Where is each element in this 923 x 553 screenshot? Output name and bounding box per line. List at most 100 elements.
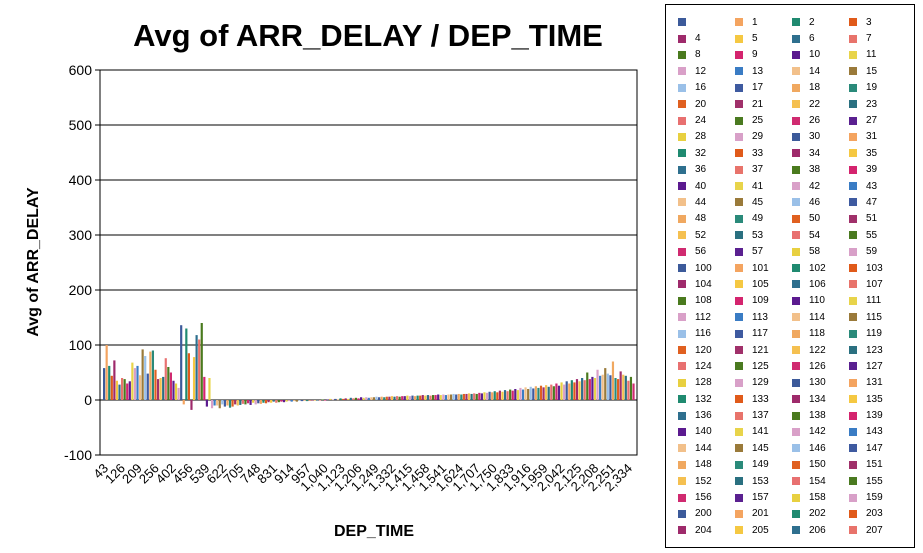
legend-label: 43 [866,180,878,192]
legend-item: 135 [849,391,906,407]
bar [388,396,391,400]
bar [413,396,417,400]
legend-label: 132 [695,393,712,405]
legend-item: 121 [735,342,792,358]
y-tick-label: 0 [84,392,92,408]
legend-label: 204 [695,524,712,536]
bar [318,400,322,401]
bar [306,400,309,402]
bar [563,384,566,400]
legend-swatch [849,378,857,387]
legend-swatch [735,460,743,469]
legend-swatch [849,247,857,256]
legend-swatch [678,182,686,191]
bar [244,400,247,405]
bar [236,400,239,406]
bar [380,396,383,400]
legend-label: 153 [752,475,769,487]
bar [509,389,512,400]
legend-item: 3 [849,14,906,30]
bar [228,400,232,408]
legend-swatch [735,18,743,27]
legend-label: 33 [752,147,764,159]
legend-item: 48 [678,211,735,227]
bar [524,387,527,400]
legend-label: 152 [695,475,712,487]
legend-item: 18 [792,80,849,96]
legend-item: 124 [678,358,735,374]
legend-label: 24 [695,115,707,127]
legend-item: 142 [792,424,849,440]
bar [272,400,275,402]
legend-item: 151 [849,457,906,473]
legend-label: 22 [809,98,821,110]
legend-swatch [735,427,743,436]
legend-label: 115 [866,311,882,323]
legend-item: 154 [792,473,849,489]
legend-label: 20 [695,98,707,110]
legend-label: 150 [809,459,826,471]
bar [632,383,635,400]
legend-item: 119 [849,325,906,341]
y-tick-label: 300 [69,227,93,243]
legend-item: 58 [792,243,849,259]
legend-item: 36 [678,162,735,178]
bar [295,400,298,402]
bar [452,393,455,400]
bar [321,399,324,401]
legend-swatch [849,165,857,174]
legend-item: 106 [792,276,849,292]
legend-label: 29 [752,131,764,143]
bar [308,400,311,401]
legend-swatch [849,411,857,420]
legend-item: 1 [735,14,792,30]
bar [465,393,468,400]
bar [267,400,270,403]
bar [568,383,571,400]
bar [362,397,365,400]
legend-label: 41 [752,180,764,192]
legend-swatch [792,18,800,27]
bar [298,400,301,401]
legend-swatch [849,34,857,43]
bar [190,400,193,410]
legend-label: 144 [695,442,712,454]
bar [246,400,250,404]
bar [118,384,121,400]
bar [429,395,432,400]
bar [424,395,427,400]
bar [103,368,106,400]
legend-swatch [678,296,686,305]
bar [334,398,337,400]
legend-swatch [792,346,800,354]
legend-swatch [792,329,800,338]
legend-swatch [792,477,800,486]
legend-label: 3 [866,16,872,28]
y-tick-label: -100 [64,447,92,463]
legend-item: 50 [792,211,849,227]
legend-label: 25 [752,115,764,127]
legend-label: 156 [695,492,712,504]
bar [203,376,206,400]
legend-item: 35 [849,145,906,161]
bar [586,372,589,400]
legend-item: 149 [735,457,792,473]
legend-label: 112 [695,311,711,323]
legend-label: 57 [752,246,764,258]
legend-label: 109 [752,295,769,307]
legend-swatch [678,444,686,453]
legend-item: 44 [678,194,735,210]
legend-item: 20 [678,96,735,112]
legend-item: 52 [678,227,735,243]
bar [470,393,473,400]
bar [534,386,537,400]
bar [552,386,555,400]
bar [627,380,630,400]
bar [180,325,183,400]
bar [254,400,257,405]
legend-item: 24 [678,112,735,128]
legend-item: 100 [678,260,735,276]
legend-label: 138 [809,410,826,422]
legend-swatch [735,247,743,256]
legend-label: 146 [809,442,826,454]
